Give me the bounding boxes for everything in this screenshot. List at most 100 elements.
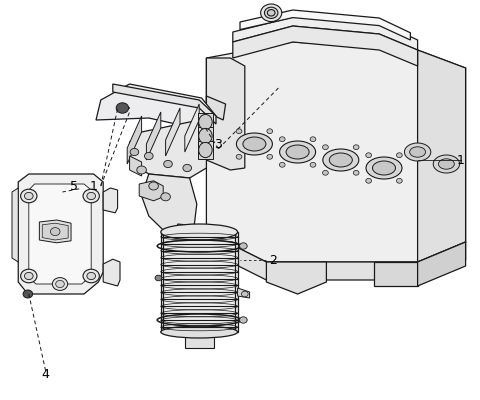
Polygon shape <box>18 174 103 294</box>
Circle shape <box>183 164 192 172</box>
Polygon shape <box>198 127 213 145</box>
Circle shape <box>240 243 247 249</box>
Ellipse shape <box>199 128 212 144</box>
Ellipse shape <box>199 142 212 158</box>
Ellipse shape <box>404 143 431 161</box>
Circle shape <box>161 193 170 201</box>
Circle shape <box>116 103 129 113</box>
Circle shape <box>50 228 60 236</box>
Circle shape <box>87 272 96 280</box>
Circle shape <box>264 7 278 18</box>
Circle shape <box>310 162 316 167</box>
Text: 2: 2 <box>269 254 276 267</box>
Polygon shape <box>146 112 161 160</box>
Text: 1: 1 <box>457 154 465 166</box>
Ellipse shape <box>161 326 238 338</box>
Circle shape <box>323 145 328 150</box>
Circle shape <box>353 145 359 150</box>
Polygon shape <box>103 259 120 286</box>
Circle shape <box>366 178 372 183</box>
Polygon shape <box>374 262 418 286</box>
Circle shape <box>23 290 33 298</box>
Polygon shape <box>233 16 418 50</box>
Circle shape <box>279 162 285 167</box>
Circle shape <box>137 166 146 174</box>
Polygon shape <box>103 188 118 213</box>
Circle shape <box>83 269 99 283</box>
Circle shape <box>353 170 359 175</box>
Circle shape <box>261 4 282 22</box>
Ellipse shape <box>199 114 212 130</box>
Circle shape <box>164 160 172 168</box>
Circle shape <box>323 170 328 175</box>
Polygon shape <box>130 120 206 178</box>
Circle shape <box>310 137 316 142</box>
Circle shape <box>130 148 139 156</box>
Circle shape <box>267 154 273 159</box>
Circle shape <box>149 182 158 190</box>
Ellipse shape <box>366 157 402 179</box>
Circle shape <box>21 269 37 283</box>
Ellipse shape <box>279 141 316 163</box>
Circle shape <box>21 189 37 203</box>
Polygon shape <box>29 184 91 284</box>
Polygon shape <box>139 181 163 201</box>
Ellipse shape <box>439 159 455 169</box>
Circle shape <box>366 153 372 158</box>
Ellipse shape <box>323 149 359 171</box>
Polygon shape <box>206 42 466 262</box>
Polygon shape <box>206 58 245 170</box>
Ellipse shape <box>410 147 426 157</box>
Circle shape <box>267 129 273 134</box>
Circle shape <box>241 291 248 297</box>
Circle shape <box>279 137 285 142</box>
Polygon shape <box>266 262 326 294</box>
Polygon shape <box>206 96 226 120</box>
Polygon shape <box>233 26 418 66</box>
Polygon shape <box>198 141 213 159</box>
Polygon shape <box>206 232 466 280</box>
Circle shape <box>24 192 33 200</box>
Circle shape <box>56 280 64 288</box>
Polygon shape <box>418 50 466 262</box>
Polygon shape <box>39 220 71 243</box>
Polygon shape <box>130 156 142 176</box>
Polygon shape <box>42 223 68 240</box>
Ellipse shape <box>236 133 272 155</box>
Polygon shape <box>161 232 238 332</box>
Polygon shape <box>12 188 18 262</box>
Circle shape <box>24 272 33 280</box>
Circle shape <box>240 317 247 323</box>
Text: 5: 5 <box>71 180 78 192</box>
Ellipse shape <box>372 161 396 175</box>
Circle shape <box>83 189 99 203</box>
Circle shape <box>267 10 275 16</box>
Ellipse shape <box>243 137 266 151</box>
Ellipse shape <box>329 153 352 167</box>
Polygon shape <box>142 174 197 232</box>
Polygon shape <box>185 104 199 152</box>
Polygon shape <box>240 10 410 40</box>
Polygon shape <box>96 84 216 128</box>
Text: 3: 3 <box>215 138 222 150</box>
Polygon shape <box>127 116 142 164</box>
Polygon shape <box>178 224 218 242</box>
Circle shape <box>236 154 242 159</box>
Circle shape <box>236 129 242 134</box>
Polygon shape <box>166 108 180 156</box>
Polygon shape <box>418 242 466 286</box>
Polygon shape <box>198 113 213 131</box>
Ellipse shape <box>161 224 238 240</box>
Circle shape <box>396 153 402 158</box>
Text: 1: 1 <box>90 180 97 192</box>
Polygon shape <box>185 332 214 348</box>
Polygon shape <box>238 288 250 298</box>
Ellipse shape <box>286 145 309 159</box>
Circle shape <box>87 192 96 200</box>
Text: 4: 4 <box>42 368 49 380</box>
Circle shape <box>144 152 153 160</box>
Ellipse shape <box>433 155 460 173</box>
Circle shape <box>155 275 162 281</box>
Circle shape <box>396 178 402 183</box>
Circle shape <box>52 278 68 290</box>
